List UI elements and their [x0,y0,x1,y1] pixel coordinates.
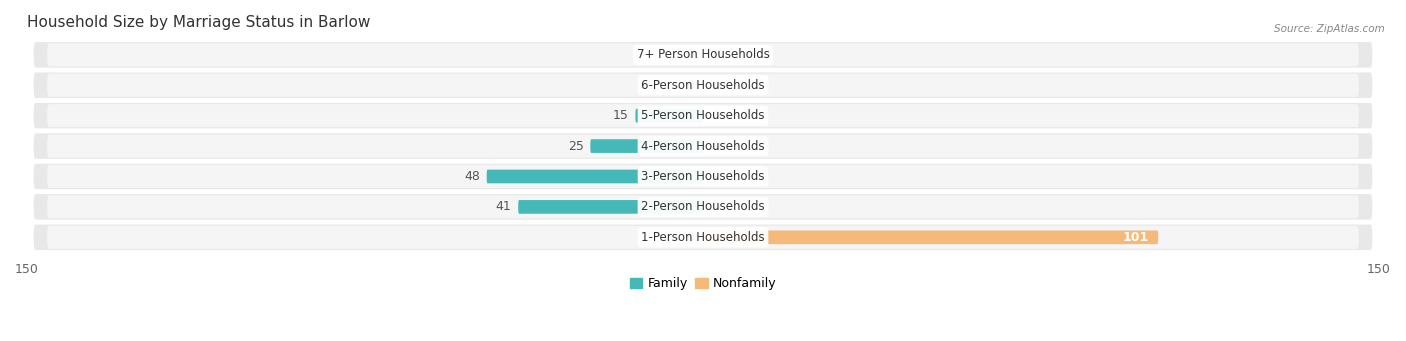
FancyBboxPatch shape [48,195,1358,219]
Text: 0: 0 [686,79,695,92]
FancyBboxPatch shape [486,169,703,183]
Text: 4-Person Households: 4-Person Households [641,139,765,152]
Text: 0: 0 [711,79,720,92]
FancyBboxPatch shape [34,164,1372,189]
FancyBboxPatch shape [34,103,1372,129]
Text: 0: 0 [711,139,720,152]
Text: 2-Person Households: 2-Person Households [641,201,765,213]
FancyBboxPatch shape [636,109,703,122]
FancyBboxPatch shape [48,43,1358,66]
FancyBboxPatch shape [34,73,1372,98]
Text: 6-Person Households: 6-Person Households [641,79,765,92]
Text: Household Size by Marriage Status in Barlow: Household Size by Marriage Status in Bar… [27,15,370,30]
FancyBboxPatch shape [48,165,1358,188]
Text: 1-Person Households: 1-Person Households [641,231,765,244]
Text: 0: 0 [686,48,695,61]
FancyBboxPatch shape [48,104,1358,127]
Text: 41: 41 [496,201,512,213]
FancyBboxPatch shape [591,139,703,153]
FancyBboxPatch shape [703,231,1159,244]
FancyBboxPatch shape [48,226,1358,249]
Legend: Family, Nonfamily: Family, Nonfamily [624,272,782,295]
Text: 0: 0 [711,109,720,122]
Text: 3-Person Households: 3-Person Households [641,170,765,183]
Text: 25: 25 [568,139,583,152]
FancyBboxPatch shape [34,224,1372,250]
Text: 0: 0 [711,201,720,213]
Text: 48: 48 [464,170,479,183]
FancyBboxPatch shape [48,134,1358,158]
Text: 0: 0 [686,231,695,244]
FancyBboxPatch shape [34,194,1372,220]
Text: 15: 15 [613,109,628,122]
FancyBboxPatch shape [519,200,703,214]
FancyBboxPatch shape [34,133,1372,159]
Text: 0: 0 [711,48,720,61]
Text: 0: 0 [711,170,720,183]
FancyBboxPatch shape [48,74,1358,97]
Text: 101: 101 [1123,231,1149,244]
Text: 7+ Person Households: 7+ Person Households [637,48,769,61]
FancyBboxPatch shape [34,42,1372,68]
Text: Source: ZipAtlas.com: Source: ZipAtlas.com [1274,24,1385,34]
Text: 5-Person Households: 5-Person Households [641,109,765,122]
